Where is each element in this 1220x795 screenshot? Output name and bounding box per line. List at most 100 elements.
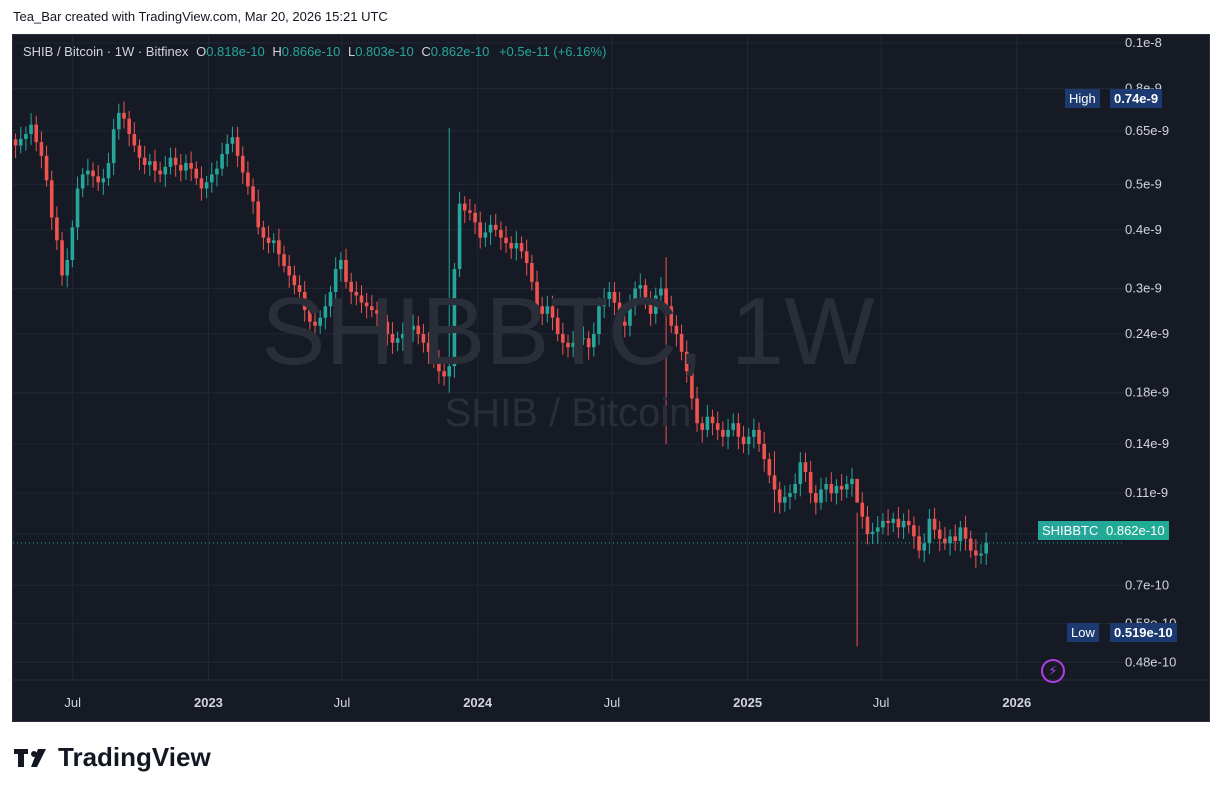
candle-body [457, 203, 462, 270]
candle-body [204, 182, 209, 189]
candle [24, 126, 28, 151]
candle-body [209, 174, 214, 183]
candle [736, 413, 741, 450]
candle [55, 206, 59, 251]
tradingview-brand[interactable]: TradingView [14, 742, 211, 773]
candle-body [426, 342, 431, 352]
candle-body [55, 217, 59, 241]
candle [137, 139, 142, 171]
y-tick-label: 0.65e-9 [1125, 123, 1169, 138]
candle [927, 508, 932, 555]
candle [860, 492, 865, 529]
x-tick-label: 2026 [1002, 695, 1031, 710]
candle [271, 233, 276, 253]
legend-symbol[interactable]: SHIB / Bitcoin · 1W · Bitfinex [23, 44, 189, 59]
high-marker-label: High [1065, 89, 1100, 108]
candle [545, 295, 550, 323]
candle-body [819, 489, 823, 503]
candle [122, 101, 126, 129]
candle-body [886, 520, 890, 524]
candle [695, 386, 699, 432]
candle [199, 166, 204, 201]
candle-body [462, 203, 467, 211]
candle [111, 118, 116, 176]
candle-body [783, 496, 787, 503]
candle-body [34, 124, 39, 143]
candle [287, 255, 292, 288]
candle [808, 460, 813, 504]
candle [793, 473, 797, 500]
candle [788, 484, 792, 510]
candle [633, 281, 637, 316]
candle-body [194, 168, 199, 179]
candle [870, 522, 875, 544]
candle [297, 275, 302, 303]
chart-panel[interactable]: 0.1e-8 0.8e-9 0.65e-9 0.5e-9 0.4e-9 0.3e-9 0.2… [12, 34, 1210, 722]
candle-body [493, 224, 498, 230]
candle-body [318, 317, 322, 326]
candle-body [953, 536, 958, 541]
candle [690, 363, 694, 410]
candle-body [421, 334, 426, 343]
candle [839, 474, 844, 501]
candle [240, 146, 245, 184]
candle [447, 127, 452, 393]
candle [282, 245, 286, 273]
candle [664, 257, 668, 444]
legend-close-label: C [421, 44, 431, 59]
candle-body [870, 531, 875, 535]
candle [375, 301, 379, 327]
candle-body [638, 285, 643, 289]
candle [721, 421, 725, 447]
candle-body [96, 176, 100, 183]
candle-body [881, 520, 885, 528]
candle-body [148, 161, 152, 165]
candle [984, 532, 988, 565]
candle-body [431, 351, 436, 362]
candle [617, 291, 622, 330]
candle-body [235, 137, 240, 156]
candle [979, 544, 983, 565]
candle-body [855, 478, 859, 503]
x-tick-label: Jul [334, 695, 351, 710]
brand-name: TradingView [58, 742, 211, 772]
candle [519, 236, 524, 259]
tradingview-logo-icon [14, 748, 46, 767]
candle [194, 161, 199, 185]
candle [963, 515, 968, 551]
candle-body [18, 138, 23, 146]
candle-body [741, 436, 746, 444]
candle [473, 203, 477, 235]
candle-body [395, 338, 400, 343]
candle [49, 170, 54, 230]
candle-body [798, 462, 803, 485]
candle [349, 272, 353, 305]
candle-body [91, 170, 95, 177]
candle-body [287, 266, 292, 276]
candle [757, 422, 761, 452]
candle [117, 103, 121, 140]
candle [468, 198, 472, 221]
candle [783, 485, 787, 512]
candle [91, 162, 95, 188]
lightning-icon[interactable]: ⚡ [1041, 659, 1065, 683]
candle-body [669, 306, 674, 326]
candle [163, 155, 168, 188]
candle [659, 277, 663, 306]
candle [602, 288, 606, 318]
candle-body [354, 291, 359, 296]
candle [679, 324, 684, 361]
candle-body [736, 423, 741, 437]
candle-body [721, 429, 725, 437]
candle-body [808, 472, 813, 494]
legend-open-value: 0.818e-10 [206, 44, 265, 59]
y-tick-label: 0.11e-9 [1125, 485, 1168, 500]
candle-body [328, 291, 333, 307]
candle [308, 301, 312, 330]
candle [896, 506, 901, 539]
candle [958, 520, 963, 552]
candle-body [793, 484, 797, 494]
candle-body [545, 306, 550, 314]
candle-body [80, 174, 85, 189]
candlestick-chart[interactable]: 0.1e-80.8e-90.65e-90.5e-90.4e-90.3e-90.2… [13, 35, 1209, 721]
